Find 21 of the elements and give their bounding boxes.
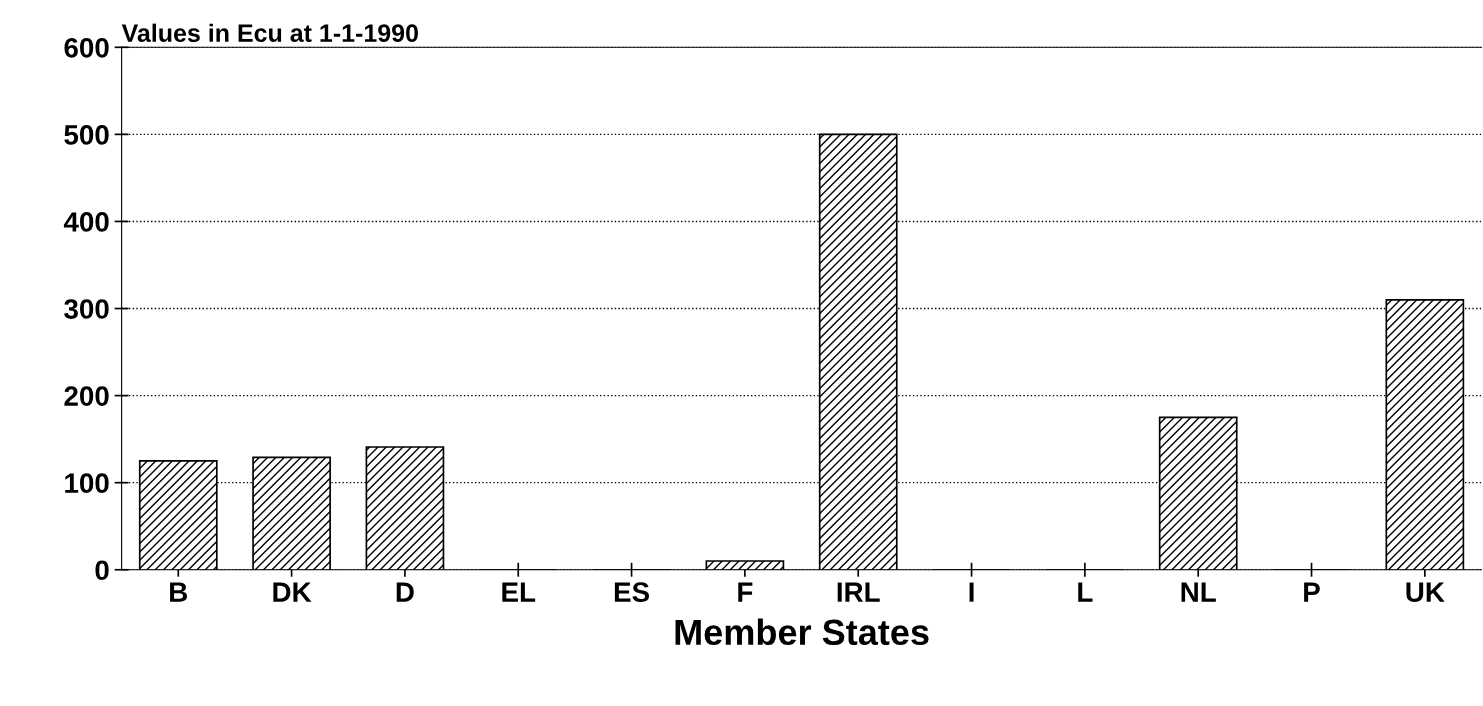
y-tick-label: 0 [95,560,109,581]
y-tick-label: 200 [64,386,109,406]
chart-title: Values in Ecu at 1-1-1990 [121,23,418,42]
x-tick-label: UK [1406,582,1445,602]
x-tick-label: IRL [837,582,880,602]
y-tick-label: 600 [64,37,109,58]
y-tick-label: 100 [65,473,109,494]
y-tick-label: 300 [64,299,109,319]
x-tick-label: B [170,582,188,602]
x-tick-label: DK [273,582,312,602]
x-tick-label: I [969,582,974,602]
x-tick-label: NL [1181,582,1216,602]
x-tick-label: ES [614,582,650,602]
x-axis-title: Member States [675,618,929,646]
x-tick-label: P [1304,582,1320,602]
x-tick-label: F [738,582,753,602]
y-tick-label: 400 [63,212,109,232]
x-tick-label: EL [502,582,536,602]
x-tick-label: L [1078,582,1093,602]
y-tick-label: 500 [64,125,109,145]
x-tick-label: D [396,582,414,602]
